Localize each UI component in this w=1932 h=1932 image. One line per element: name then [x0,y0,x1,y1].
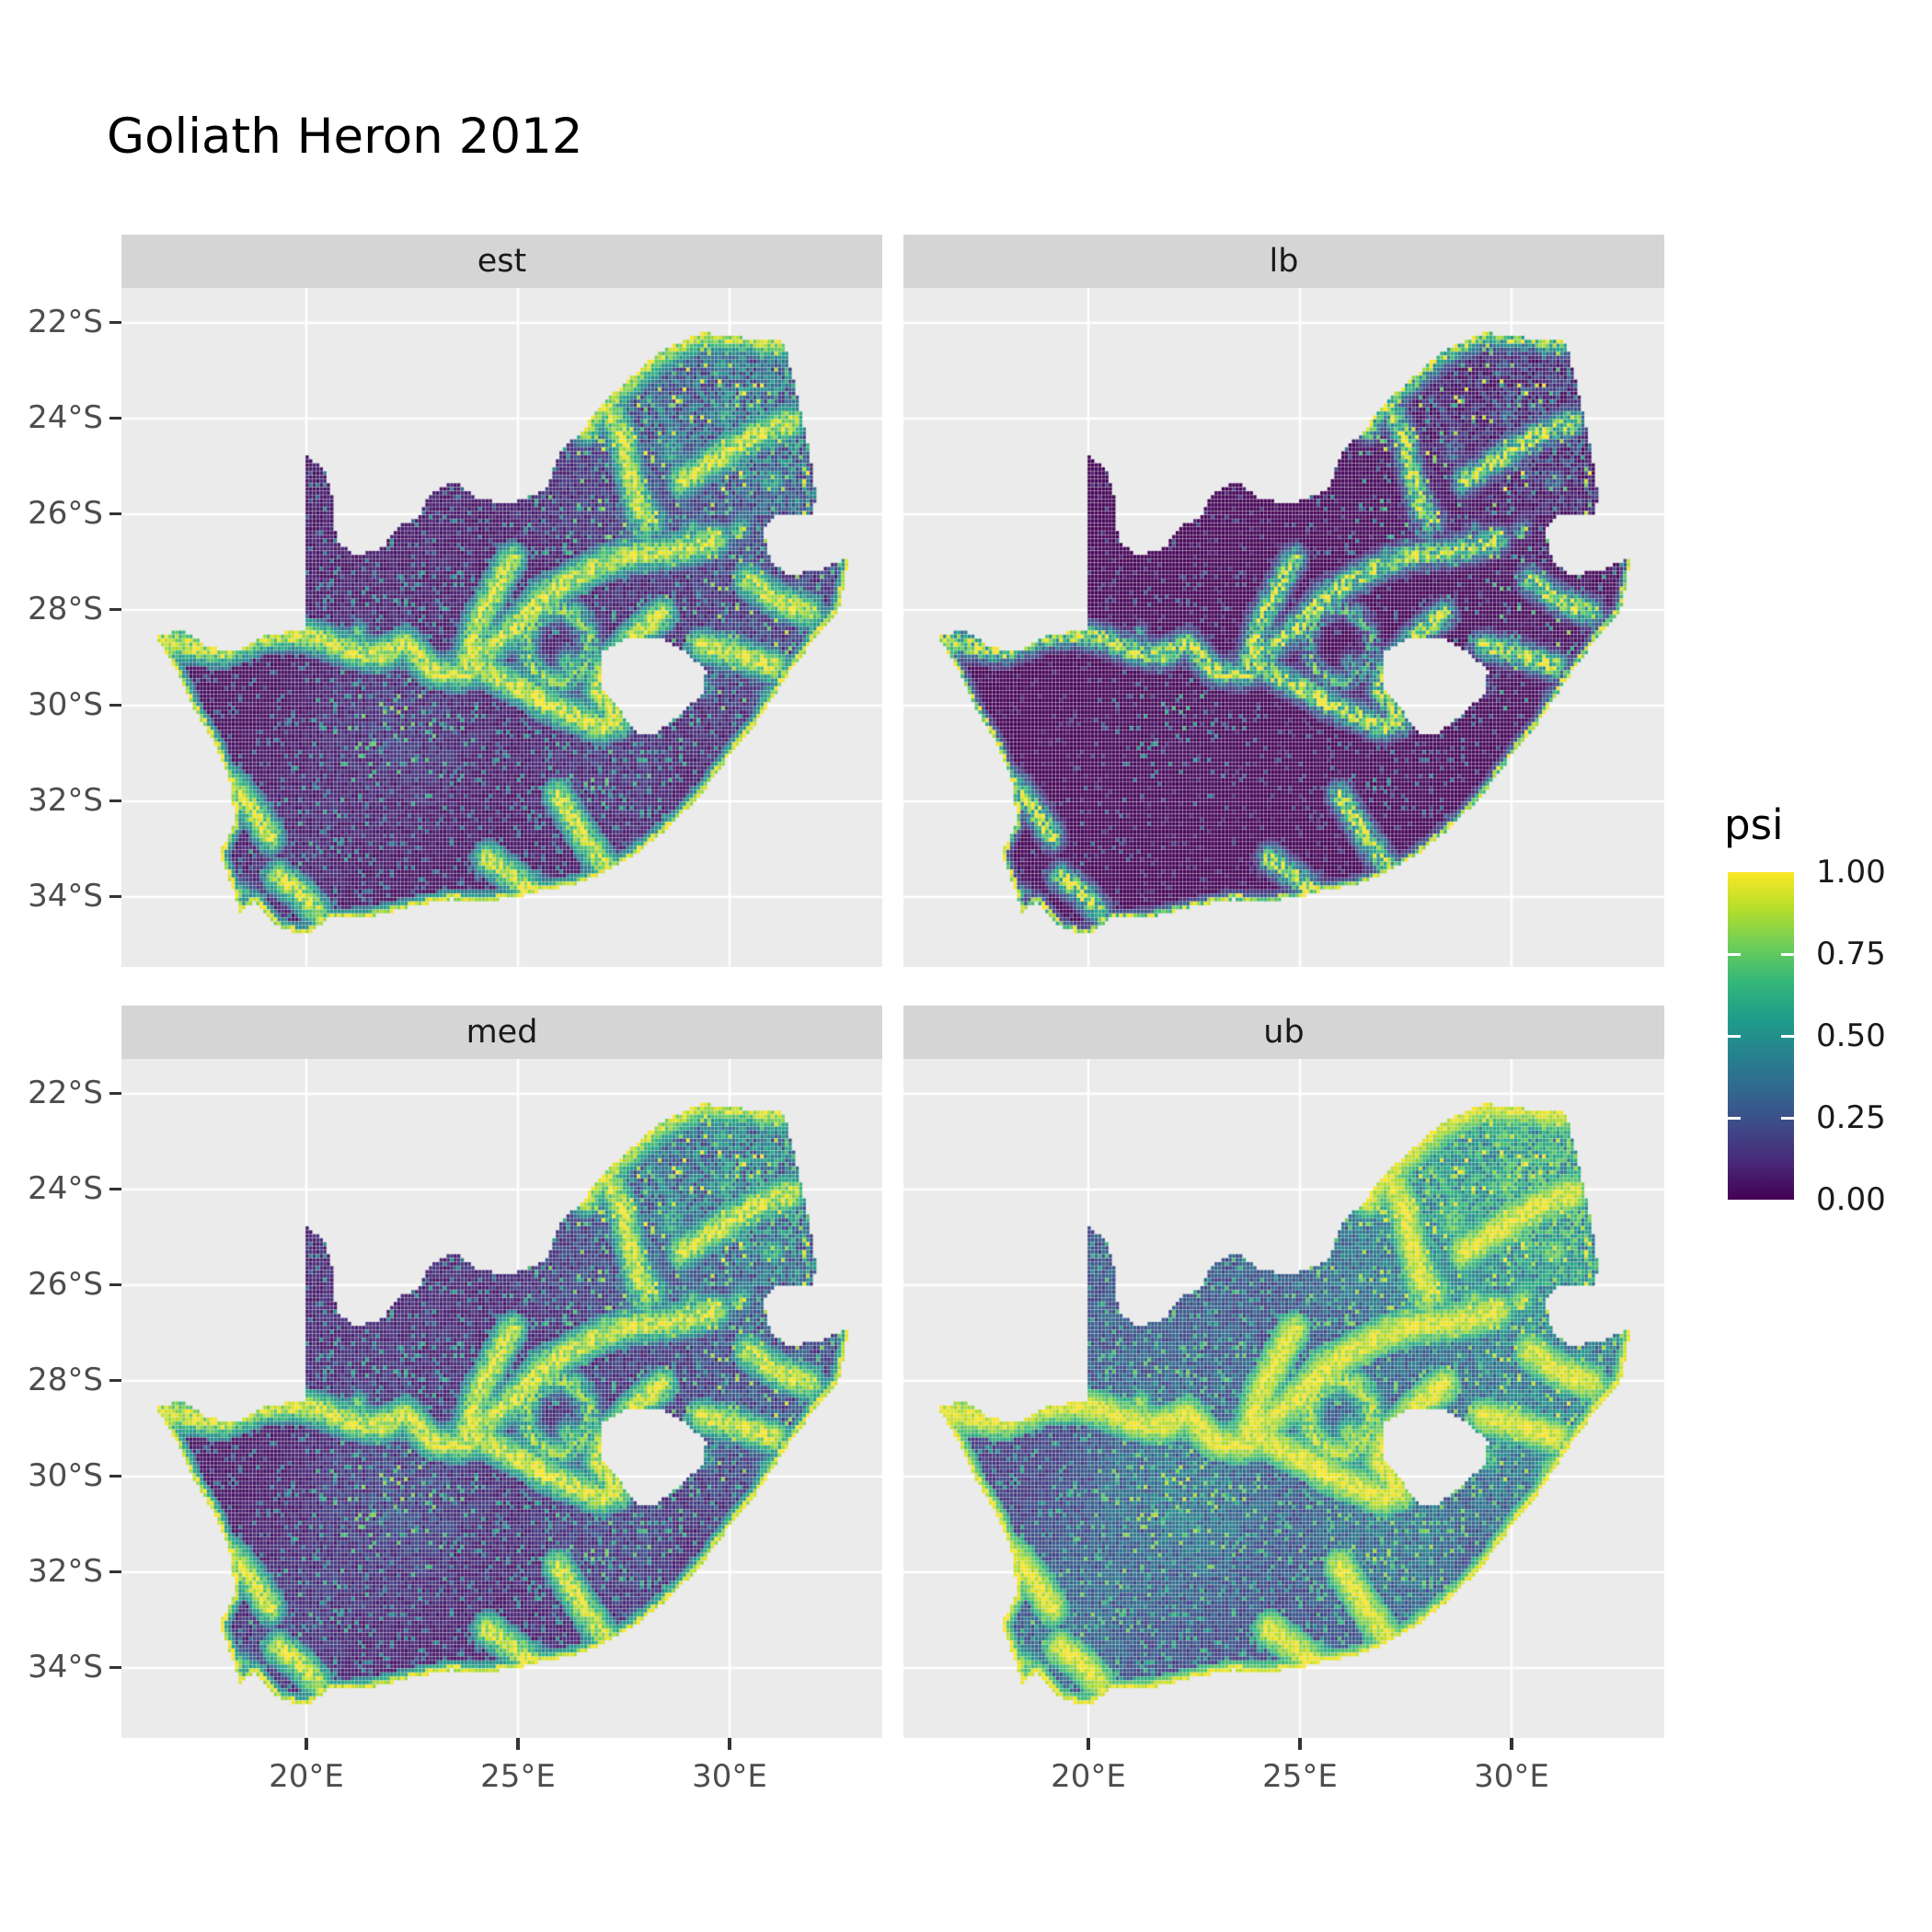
legend-tick-label: 0.50 [1816,1018,1886,1054]
y-tick-label: 22°S [28,1075,103,1112]
y-tick-mark [109,416,121,420]
facet-strip-label: med [466,1014,538,1051]
y-tick-mark [109,607,121,612]
y-tick-mark [109,1474,121,1478]
y-tick-mark [109,1187,121,1191]
x-tick-label: 20°E [269,1758,344,1795]
facet-strip-label: est [477,243,527,280]
y-tick-label: 32°S [28,782,103,820]
y-tick-mark [109,1570,121,1574]
legend-tick-mark [1728,952,1741,956]
legend-tick-label: 0.00 [1816,1181,1886,1218]
y-tick-label: 30°S [28,686,103,724]
legend-tick-mark [1781,1034,1794,1038]
y-tick-label: 22°S [28,304,103,341]
legend-tick-mark [1728,1116,1741,1120]
y-tick-mark [109,1282,121,1287]
y-tick-label: 30°S [28,1457,103,1495]
facet-strip-med: med [121,1006,882,1059]
x-tick-mark [516,1738,520,1750]
x-tick-label: 20°E [1051,1758,1126,1795]
legend-tick-mark [1728,1034,1741,1038]
legend-tick-mark [1781,1116,1794,1120]
facet-strip-ub: ub [903,1006,1664,1059]
legend-tick-label: 1.00 [1816,854,1886,891]
y-tick-label: 26°S [28,1266,103,1304]
x-tick-label: 30°E [692,1758,767,1795]
legend-title: psi [1724,800,1784,849]
facet-map-ub [903,1059,1664,1738]
y-tick-mark [109,1091,121,1096]
y-tick-mark [109,799,121,803]
y-tick-mark [109,1378,121,1383]
y-tick-label: 32°S [28,1553,103,1591]
y-tick-mark [109,703,121,707]
x-tick-mark [305,1738,308,1750]
y-tick-label: 34°S [28,878,103,915]
legend-tick-label: 0.75 [1816,936,1886,972]
x-tick-label: 25°E [480,1758,556,1795]
facet-map-med [121,1059,882,1738]
x-tick-label: 25°E [1262,1758,1338,1795]
x-tick-mark [1087,1738,1090,1750]
facet-strip-label: ub [1263,1014,1305,1051]
plot-title: Goliath Heron 2012 [107,109,583,165]
legend-tick-label: 0.25 [1816,1099,1886,1136]
facet-map-est [121,288,882,967]
y-tick-label: 34°S [28,1649,103,1686]
y-tick-mark [109,1665,121,1670]
y-tick-label: 24°S [28,399,103,437]
y-tick-mark [109,894,121,899]
y-tick-label: 26°S [28,495,103,533]
legend-tick-mark [1781,952,1794,956]
x-tick-label: 30°E [1474,1758,1549,1795]
facet-strip-lb: lb [903,235,1664,288]
facet-strip-label: lb [1269,243,1299,280]
y-tick-mark [109,512,121,516]
x-tick-mark [1510,1738,1513,1750]
x-tick-mark [728,1738,731,1750]
y-tick-mark [109,320,121,325]
y-tick-label: 24°S [28,1170,103,1208]
x-tick-mark [1298,1738,1302,1750]
facet-strip-est: est [121,235,882,288]
y-tick-label: 28°S [28,591,103,628]
y-tick-label: 28°S [28,1362,103,1399]
facet-map-lb [903,288,1664,967]
